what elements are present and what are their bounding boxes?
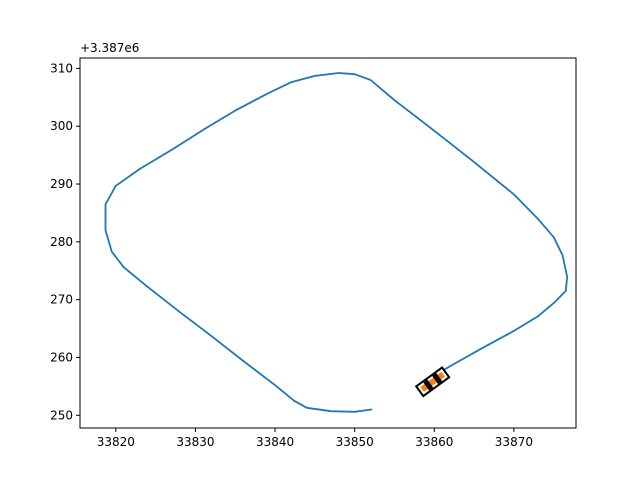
y-axis: 250 260 270 280 290 300 310 [50, 61, 80, 422]
vehicle-stripe [432, 373, 443, 385]
vehicle-marker [414, 366, 451, 398]
y-offset-text: +3.387e6 [80, 41, 139, 55]
trajectory-line [104, 72, 569, 413]
vehicle-stripe [423, 379, 434, 391]
y-tick-label: 290 [50, 177, 73, 191]
x-tick-label: 33840 [256, 435, 294, 449]
y-tick-label: 250 [50, 408, 73, 422]
y-tick-label: 280 [50, 235, 73, 249]
y-tick-label: 300 [50, 119, 73, 133]
x-tick-label: 33830 [176, 435, 214, 449]
axes-frame [79, 57, 577, 429]
x-tick-label: 33870 [495, 435, 533, 449]
x-axis: 33820 33830 33840 33850 33860 33870 [97, 428, 533, 449]
y-tick-label: 270 [50, 293, 73, 307]
y-tick-label: 310 [50, 61, 73, 75]
x-tick-label: 33820 [97, 435, 135, 449]
x-tick-label: 33850 [336, 435, 374, 449]
x-tick-label: 33860 [415, 435, 453, 449]
y-tick-label: 260 [50, 350, 73, 364]
plot-area [104, 72, 569, 413]
